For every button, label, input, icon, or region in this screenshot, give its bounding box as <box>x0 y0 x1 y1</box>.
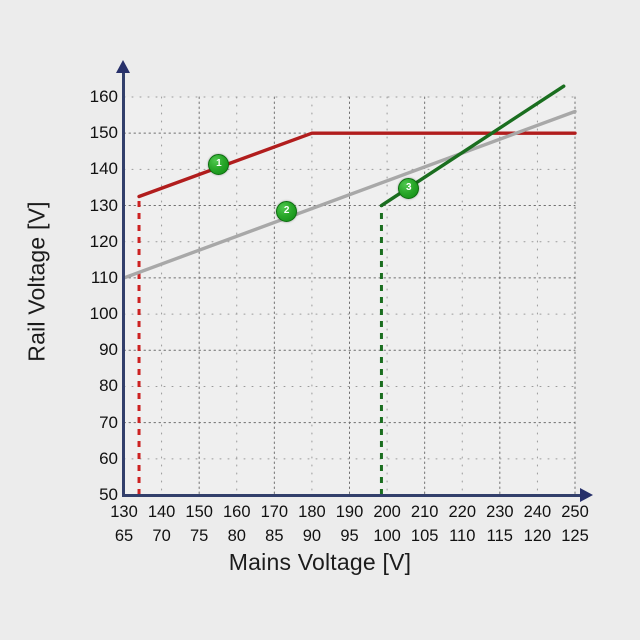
x-tick-label-secondary: 80 <box>227 527 246 545</box>
x-tick-label-secondary: 85 <box>265 527 284 545</box>
x-tick-label-primary: 220 <box>448 503 477 521</box>
x-tick-label-primary: 130 <box>110 503 138 521</box>
x-tick-label-primary: 170 <box>260 503 289 521</box>
x-tick-label-primary: 250 <box>561 503 589 521</box>
x-tick-label-primary: 230 <box>486 503 514 521</box>
x-tick-label-secondary: 95 <box>340 527 359 545</box>
series-red-rail-curve <box>137 131 577 199</box>
x-tick-label-primary: 180 <box>298 503 326 521</box>
y-axis-title: Rail Voltage [V] <box>23 201 50 362</box>
x-tick-label-primary: 240 <box>523 503 552 521</box>
y-axis-arrow-icon <box>116 60 130 73</box>
marker-3: 3 <box>398 177 420 199</box>
y-tick-label: 90 <box>99 340 118 360</box>
x-axis-arrow-icon <box>580 488 593 502</box>
y-tick-label: 120 <box>89 231 118 251</box>
y-tick-label: 60 <box>99 448 118 468</box>
x-tick-label-secondary: 125 <box>561 527 589 545</box>
x-tick-label-secondary: 110 <box>449 527 476 545</box>
series-gray-rail-curve <box>122 109 577 280</box>
x-axis-title: Mains Voltage [V] <box>228 549 412 575</box>
y-axis-tick-labels: 160 150 140 130 120 110 100 90 80 70 60 50 <box>62 0 118 640</box>
y-tick-label: 140 <box>89 159 118 179</box>
x-tick-label-secondary: 75 <box>189 527 209 545</box>
x-tick-label-primary: 140 <box>147 503 176 521</box>
y-tick-label: 50 <box>99 485 118 504</box>
x-tick-label-secondary: 100 <box>373 527 401 545</box>
y-tick-label: 130 <box>89 195 118 215</box>
x-tick-label-secondary: 65 <box>114 527 134 545</box>
y-tick-label: 100 <box>89 304 118 324</box>
y-tick-label: 110 <box>90 267 118 287</box>
x-tick-label-primary: 160 <box>222 503 251 521</box>
marker-2: 2 <box>276 201 298 223</box>
y-tick-label: 80 <box>99 376 118 396</box>
x-tick-label-primary: 150 <box>185 503 213 521</box>
x-tick-label-secondary: 115 <box>486 527 513 545</box>
x-axis-line <box>124 494 582 497</box>
x-tick-label-secondary: 90 <box>302 527 322 545</box>
x-tick-label-primary: 210 <box>410 503 439 521</box>
y-tick-label: 70 <box>99 412 118 432</box>
y-tick-label: 150 <box>89 123 118 143</box>
plot-area <box>122 84 577 496</box>
x-tick-label-secondary: 70 <box>152 527 171 545</box>
x-tick-label-primary: 200 <box>373 503 401 521</box>
y-tick-label: 160 <box>89 87 118 106</box>
y-axis-line <box>122 68 125 497</box>
grid-layer <box>123 96 576 496</box>
x-tick-label-secondary: 120 <box>523 527 552 545</box>
x-tick-label-primary: 190 <box>335 503 364 521</box>
x-tick-label-secondary: 105 <box>410 527 439 545</box>
marker-1: 1 <box>208 154 230 176</box>
